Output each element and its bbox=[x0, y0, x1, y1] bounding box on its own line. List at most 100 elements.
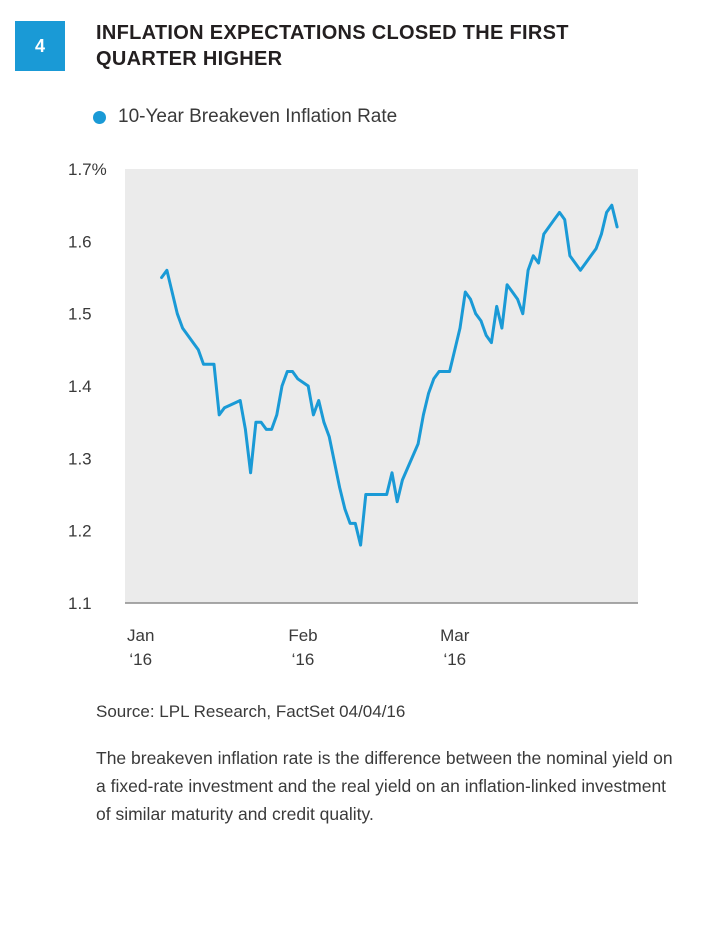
data-point bbox=[259, 421, 263, 424]
data-point bbox=[563, 218, 566, 221]
data-point bbox=[307, 384, 310, 388]
data-point bbox=[579, 269, 582, 272]
data-point bbox=[594, 247, 598, 250]
data-point bbox=[568, 254, 572, 257]
y-tick-label: 1.4 bbox=[68, 377, 92, 396]
x-tick-label: ‘16 bbox=[292, 650, 315, 669]
data-point bbox=[558, 211, 561, 214]
data-point bbox=[202, 363, 205, 366]
y-tick-label: 1.1 bbox=[68, 594, 92, 613]
data-point bbox=[354, 522, 357, 525]
y-tick-label: 1.5 bbox=[68, 305, 92, 324]
data-point bbox=[479, 319, 483, 323]
data-point bbox=[542, 232, 545, 236]
data-point bbox=[416, 442, 420, 446]
line-chart: 1.7% 1.6 1.5 1.4 1.3 1.2 1.1 Jan ‘16 Feb ‘16 Mar ‘1… bbox=[68, 160, 638, 669]
data-point bbox=[495, 305, 498, 308]
data-point bbox=[369, 493, 373, 496]
data-point bbox=[589, 254, 593, 257]
data-point bbox=[600, 232, 603, 236]
data-point bbox=[270, 428, 273, 431]
chart-title: INFLATION EXPECTATIONS CLOSED THE FIRST … bbox=[96, 22, 569, 70]
data-point bbox=[317, 399, 320, 402]
y-tick-label: 1.3 bbox=[68, 449, 92, 468]
x-tick-label: Jan bbox=[127, 626, 154, 645]
data-point bbox=[181, 326, 184, 330]
x-tick-label: Feb bbox=[288, 626, 317, 645]
data-point bbox=[364, 493, 367, 496]
data-point bbox=[401, 478, 404, 482]
data-point bbox=[469, 298, 472, 301]
y-tick-label: 1.6 bbox=[68, 232, 92, 251]
legend-label: 10-Year Breakeven Inflation Rate bbox=[118, 106, 398, 127]
data-point bbox=[490, 341, 493, 344]
data-point bbox=[610, 204, 613, 207]
data-point bbox=[526, 269, 530, 272]
data-point bbox=[521, 312, 524, 315]
data-point bbox=[464, 290, 467, 294]
data-point bbox=[605, 211, 608, 214]
data-point bbox=[584, 261, 587, 265]
legend-dot-icon bbox=[93, 110, 106, 124]
data-point bbox=[343, 507, 347, 511]
data-point bbox=[338, 486, 341, 489]
data-point bbox=[348, 522, 352, 525]
data-point bbox=[547, 225, 551, 229]
data-point bbox=[615, 225, 619, 229]
data-point bbox=[286, 370, 289, 373]
data-point bbox=[280, 384, 284, 388]
data-point bbox=[275, 413, 278, 417]
data-point bbox=[197, 348, 200, 351]
data-point bbox=[516, 298, 519, 301]
data-point bbox=[165, 269, 169, 272]
data-point bbox=[176, 312, 179, 315]
data-point bbox=[265, 428, 268, 431]
data-point bbox=[390, 471, 394, 474]
y-axis-ticks: 1.7% 1.6 1.5 1.4 1.3 1.2 1.1 bbox=[68, 160, 107, 613]
x-axis-ticks: Jan ‘16 Feb ‘16 Mar ‘16 bbox=[127, 626, 470, 669]
data-point bbox=[474, 312, 477, 315]
data-point bbox=[553, 218, 556, 221]
data-point bbox=[511, 290, 514, 294]
data-point bbox=[223, 406, 226, 409]
data-point bbox=[191, 341, 195, 344]
data-point bbox=[500, 326, 504, 330]
footnote-text: The breakeven inflation rate is the diff… bbox=[96, 748, 673, 824]
data-point bbox=[207, 363, 210, 366]
data-point bbox=[359, 543, 362, 547]
data-point bbox=[432, 377, 435, 380]
data-point bbox=[296, 377, 299, 380]
data-point bbox=[453, 348, 456, 351]
series-points bbox=[160, 204, 619, 547]
series-line-breakeven bbox=[160, 203, 619, 547]
data-point bbox=[239, 399, 242, 402]
data-point bbox=[485, 334, 488, 337]
x-tick-label: ‘16 bbox=[129, 650, 152, 669]
data-point bbox=[212, 363, 216, 366]
plot-area bbox=[125, 169, 638, 603]
data-point bbox=[291, 370, 294, 373]
data-point bbox=[249, 471, 252, 474]
y-tick-label: 1.2 bbox=[68, 522, 92, 541]
data-point bbox=[505, 283, 509, 286]
data-point bbox=[537, 261, 540, 265]
data-point bbox=[254, 421, 258, 424]
data-point bbox=[396, 500, 399, 503]
figure-number-badge: 4 bbox=[15, 21, 65, 71]
source-note: Source: LPL Research, FactSet 04/04/16 bbox=[96, 702, 406, 721]
data-point bbox=[218, 413, 221, 417]
data-point bbox=[160, 276, 163, 279]
data-point bbox=[380, 493, 383, 496]
data-point bbox=[244, 428, 247, 431]
data-point bbox=[312, 413, 315, 417]
data-point bbox=[532, 254, 535, 257]
data-point bbox=[448, 370, 451, 373]
data-point bbox=[385, 493, 388, 496]
x-tick-label: Mar bbox=[440, 626, 470, 645]
data-point bbox=[322, 421, 326, 424]
data-point bbox=[437, 370, 441, 373]
data-point bbox=[328, 435, 331, 438]
data-point bbox=[458, 326, 462, 330]
y-tick-label: 1.7% bbox=[68, 160, 107, 179]
x-tick-label: ‘16 bbox=[443, 650, 466, 669]
